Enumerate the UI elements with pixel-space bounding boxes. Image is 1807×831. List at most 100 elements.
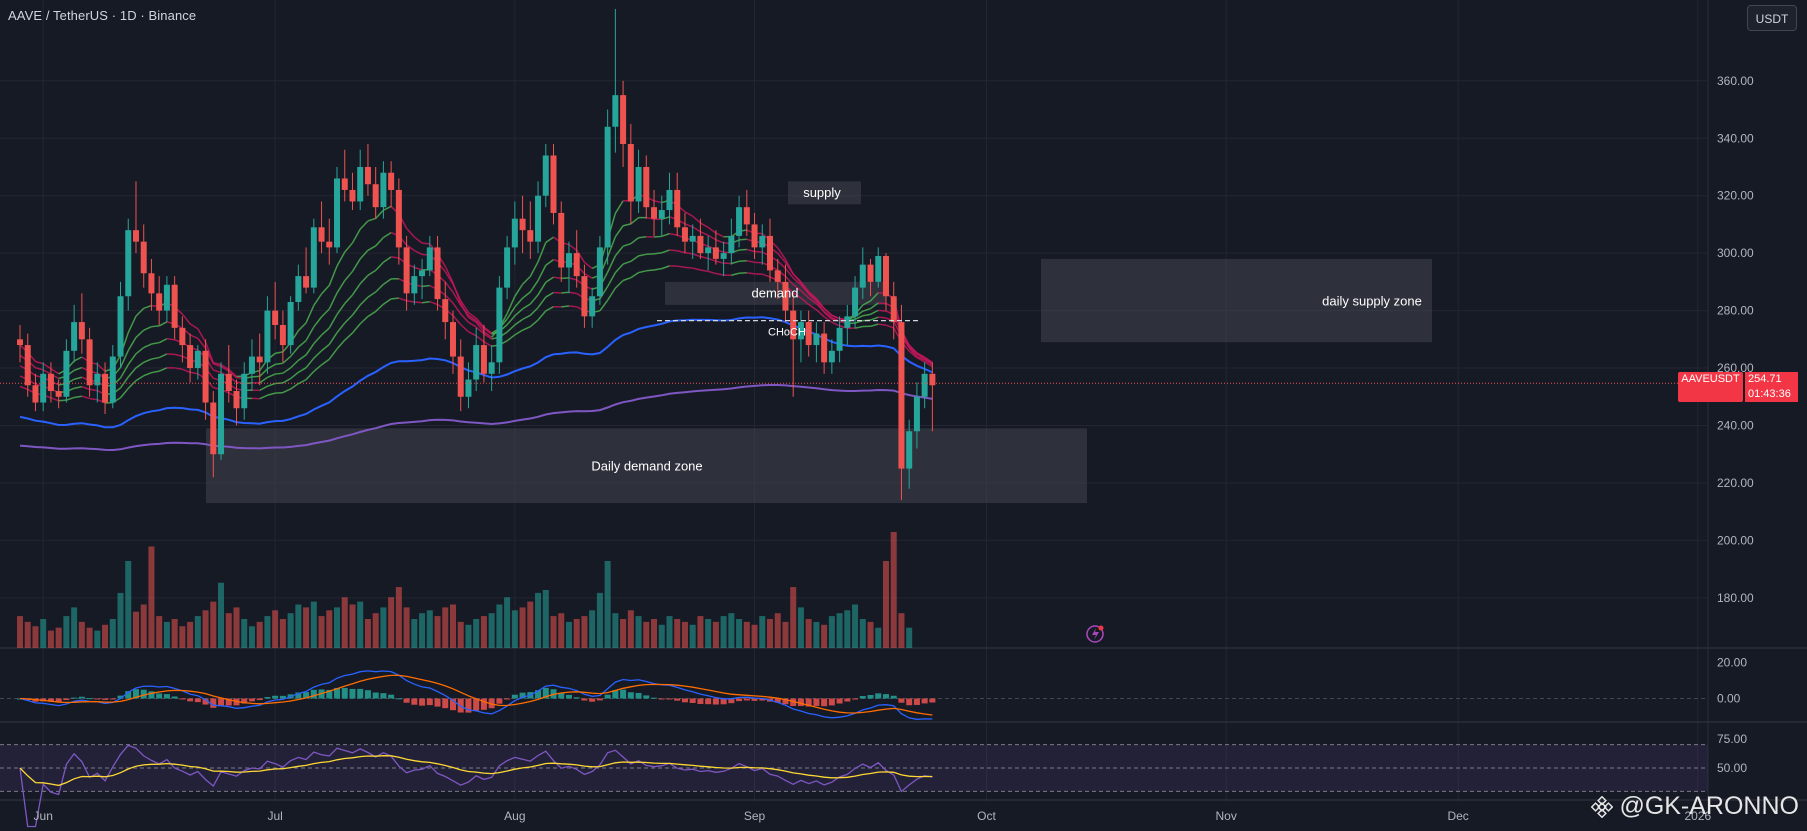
ribbon-segment [259,376,268,384]
volume-bar [674,619,681,648]
ribbon-segment [646,269,655,272]
ribbon-segment [599,286,609,300]
candle-body [790,310,797,340]
ribbon-segment [290,359,299,369]
volume-bar [241,619,248,648]
volume-bar [728,613,735,648]
candle-body [604,126,611,248]
ribbon-segment [382,231,392,239]
time-tick-label: Oct [977,809,996,823]
macd-hist-bar [334,688,341,699]
price-axis: 360.00 340.00 320.00 300.00 280.00 260.00 240.… [1717,74,1754,605]
ribbon-segment [391,297,399,300]
macd-hist-bar [179,698,186,700]
ribbon-segment [143,326,152,331]
macd-hist-bar [411,698,418,705]
macd-hist-bar [496,698,503,704]
ribbon-segment [50,397,59,402]
ribbon-segment [305,357,315,369]
ribbon-segment [158,321,168,327]
candle-body [542,155,549,196]
ribbon-segment [638,253,647,257]
macd-hist-bar [279,695,286,699]
macd-hist-bar [248,698,255,702]
supply-label: supply [803,185,841,200]
candle-body [163,284,170,311]
last-price-label [1678,372,1743,402]
ribbon-segment [313,334,323,345]
ribbon-segment [42,369,52,375]
candle-body [643,166,650,208]
candle-body [898,322,905,469]
ribbon-segment [862,307,871,312]
candle-body [720,253,727,259]
volume-bar [743,621,750,648]
ema-purple-line [19,384,933,452]
ribbon-segment [514,318,524,326]
candle-body [906,431,913,469]
candle-body [821,333,828,363]
candle-body [767,235,774,271]
ribbon-segment [908,346,918,356]
alert-icon-bolt [1092,628,1099,640]
candle-body [867,264,874,282]
candle-body [589,296,596,317]
ribbon-segment [924,358,933,365]
alert-icon[interactable] [1086,625,1104,643]
ribbon-segment [545,236,554,244]
macd-hist-bar [480,698,487,710]
ribbon-segment [916,352,926,358]
ribbon-segment [692,253,701,258]
volume-bar [658,624,665,648]
candle-body [426,247,433,271]
ribbon-segment [73,376,83,380]
currency-button[interactable]: USDT [1747,5,1797,31]
candle-body [179,327,186,346]
ribbon-segment [638,270,647,274]
ribbon-segment [359,315,369,325]
volume-bar [218,582,225,648]
ribbon-segment [762,273,771,278]
volume-bar [859,619,866,648]
ribbon-segment [305,326,315,341]
candle-body [890,296,897,323]
ribbon-segment [823,316,833,323]
ribbon-segment [854,325,863,329]
volume-bar [589,610,596,648]
volume-bar [426,610,433,648]
chart-title: AAVE / TetherUS · 1D · Binance [8,8,197,23]
ribbon-segment [305,305,315,324]
candle-body [24,345,31,386]
ribbon-segment [259,385,268,392]
macd-hist-bar [241,698,248,704]
ribbon-segment [792,277,802,286]
ribbon-segment [831,314,840,320]
ribbon-segment [777,247,787,260]
ribbon-segment [614,263,624,274]
ribbon-segment [158,338,168,344]
macd-hist-bar [364,690,371,699]
candle-body [55,391,62,397]
volume-bar [63,616,70,648]
ribbon-segment [545,276,554,283]
ribbon-segment [622,242,632,247]
candle-body [836,327,843,351]
ribbon-segment [135,361,145,369]
ribbon-segment [158,353,168,359]
ribbon-segment [731,260,740,265]
macd-hist-bar [71,697,78,699]
macd-hist-bar [875,693,882,699]
volume-bar [287,613,294,648]
candle-body [527,230,534,242]
ribbon-segment [823,310,833,319]
ribbon-segment [878,309,887,312]
choch-label: CHoCH [768,327,806,339]
candle-body [875,256,882,282]
ribbon-segment [197,337,207,349]
candle-body [828,350,835,363]
candle-body [210,402,217,455]
ribbon-segment [522,314,531,321]
candle-body [202,350,209,403]
volume-bar [24,621,31,648]
